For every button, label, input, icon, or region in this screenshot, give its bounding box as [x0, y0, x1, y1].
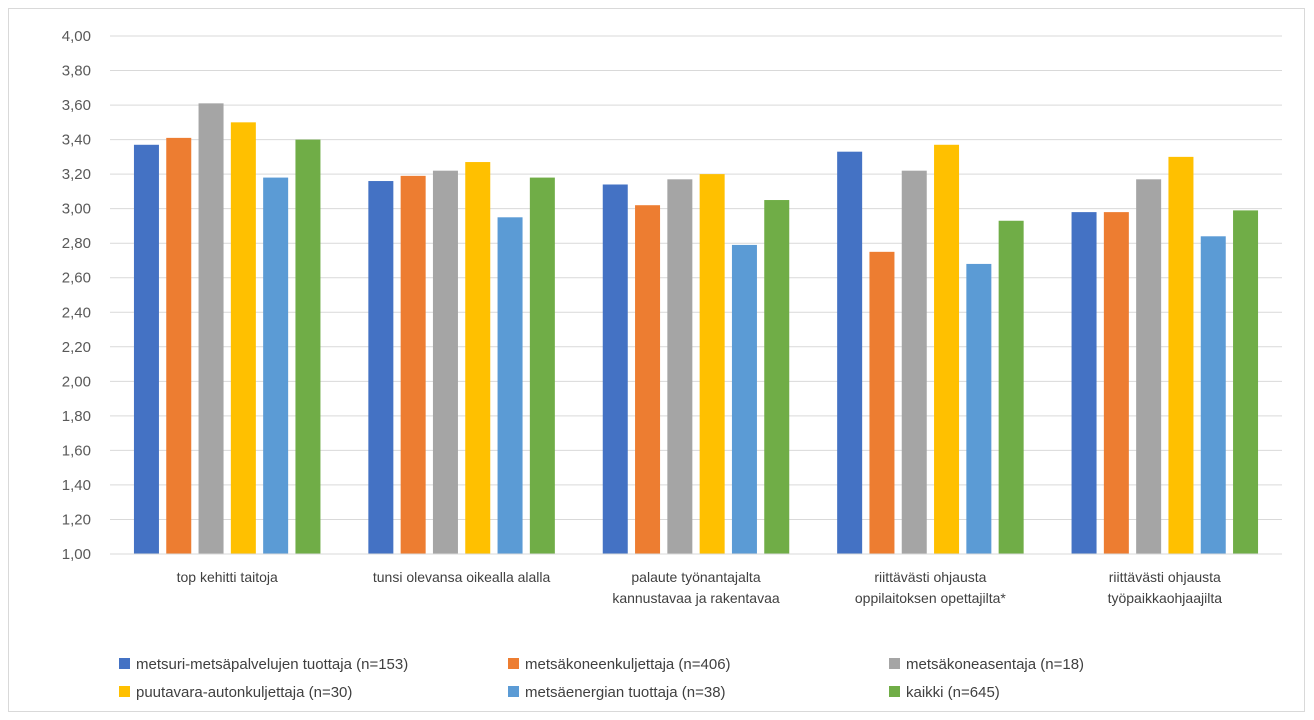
- y-tick-label: 2,80: [62, 235, 91, 252]
- bar: [1136, 179, 1162, 554]
- y-tick-label: 2,20: [62, 339, 91, 356]
- bar: [133, 144, 159, 554]
- category-label: top kehitti taitoja: [177, 569, 278, 585]
- bar: [764, 200, 790, 555]
- bar-chart: 1,00 1,20 1,40 1,60 1,80 2,00 2,20 2,40 2,60 2,80…: [62, 28, 1282, 701]
- y-tick-label: 1,00: [62, 546, 91, 563]
- bar: [1071, 212, 1097, 554]
- category-label: työpaikkaohjaajilta: [1108, 590, 1223, 606]
- y-tick-label: 1,80: [62, 408, 91, 425]
- bar: [1103, 212, 1129, 554]
- bar: [497, 217, 523, 555]
- legend-label: metsuri-metsäpalvelujen tuottaja (n=153): [136, 656, 408, 673]
- bar: [263, 177, 289, 554]
- y-tick-label: 3,40: [62, 132, 91, 149]
- bar: [465, 162, 491, 554]
- y-tick-label: 1,20: [62, 511, 91, 528]
- bar: [432, 170, 458, 554]
- bar: [295, 139, 321, 554]
- bar: [731, 244, 757, 554]
- bar: [1233, 210, 1259, 555]
- bar: [368, 181, 394, 555]
- bar: [1200, 236, 1226, 554]
- legend-label: metsäkoneenkuljettaja (n=406): [525, 656, 731, 673]
- bar: [230, 122, 256, 554]
- legend-label: metsäkoneasentaja (n=18): [906, 656, 1084, 673]
- category-label: tunsi olevansa oikealla alalla: [373, 569, 551, 585]
- y-tick-label: 1,40: [62, 477, 91, 494]
- y-tick-label: 1,60: [62, 442, 91, 459]
- bar: [198, 103, 224, 554]
- category-label: riittävästi ohjausta: [874, 569, 986, 585]
- legend-swatch: [119, 686, 130, 697]
- y-tick-label: 3,60: [62, 97, 91, 114]
- bar: [869, 251, 895, 555]
- category-label: kannustavaa ja rakentavaa: [612, 590, 780, 606]
- legend-swatch: [889, 686, 900, 697]
- bar: [1168, 156, 1194, 554]
- bars: [133, 103, 1259, 555]
- bar: [635, 205, 661, 555]
- legend-swatch: [119, 658, 130, 669]
- category-label: riittävästi ohjausta: [1109, 569, 1221, 585]
- y-tick-label: 2,60: [62, 270, 91, 287]
- legend-swatch: [508, 686, 519, 697]
- category-label: oppilaitoksen opettajilta*: [855, 590, 1007, 606]
- bar: [901, 170, 927, 554]
- y-tick-label: 2,00: [62, 373, 91, 390]
- y-tick-label: 3,80: [62, 63, 91, 80]
- category-label: palaute työnantajalta: [631, 569, 760, 585]
- y-axis-tick-labels: 1,00 1,20 1,40 1,60 1,80 2,00 2,20 2,40 2,60 2,80…: [62, 28, 91, 563]
- legend-label: puutavara-autonkuljettaja (n=30): [136, 684, 352, 701]
- bar: [602, 184, 628, 554]
- bar: [667, 179, 693, 554]
- bar: [966, 263, 992, 554]
- legend: metsuri-metsäpalvelujen tuottaja (n=153)…: [119, 656, 1084, 701]
- category-labels: top kehitti taitoja tunsi olevansa oikeal…: [177, 569, 1223, 606]
- bar: [934, 144, 960, 554]
- bar: [400, 175, 426, 555]
- bar: [529, 177, 555, 554]
- y-tick-label: 4,00: [62, 28, 91, 45]
- bar: [837, 151, 863, 555]
- y-tick-label: 2,40: [62, 304, 91, 321]
- legend-swatch: [508, 658, 519, 669]
- legend-label: kaikki (n=645): [906, 684, 1000, 701]
- bar: [166, 137, 192, 554]
- y-tick-label: 3,20: [62, 166, 91, 183]
- bar: [699, 174, 725, 554]
- chart-frame: 1,00 1,20 1,40 1,60 1,80 2,00 2,20 2,40 2,60 2,80…: [8, 8, 1305, 712]
- legend-label: metsäenergian tuottaja (n=38): [525, 684, 726, 701]
- bar: [998, 220, 1024, 554]
- y-tick-label: 3,00: [62, 201, 91, 218]
- legend-swatch: [889, 658, 900, 669]
